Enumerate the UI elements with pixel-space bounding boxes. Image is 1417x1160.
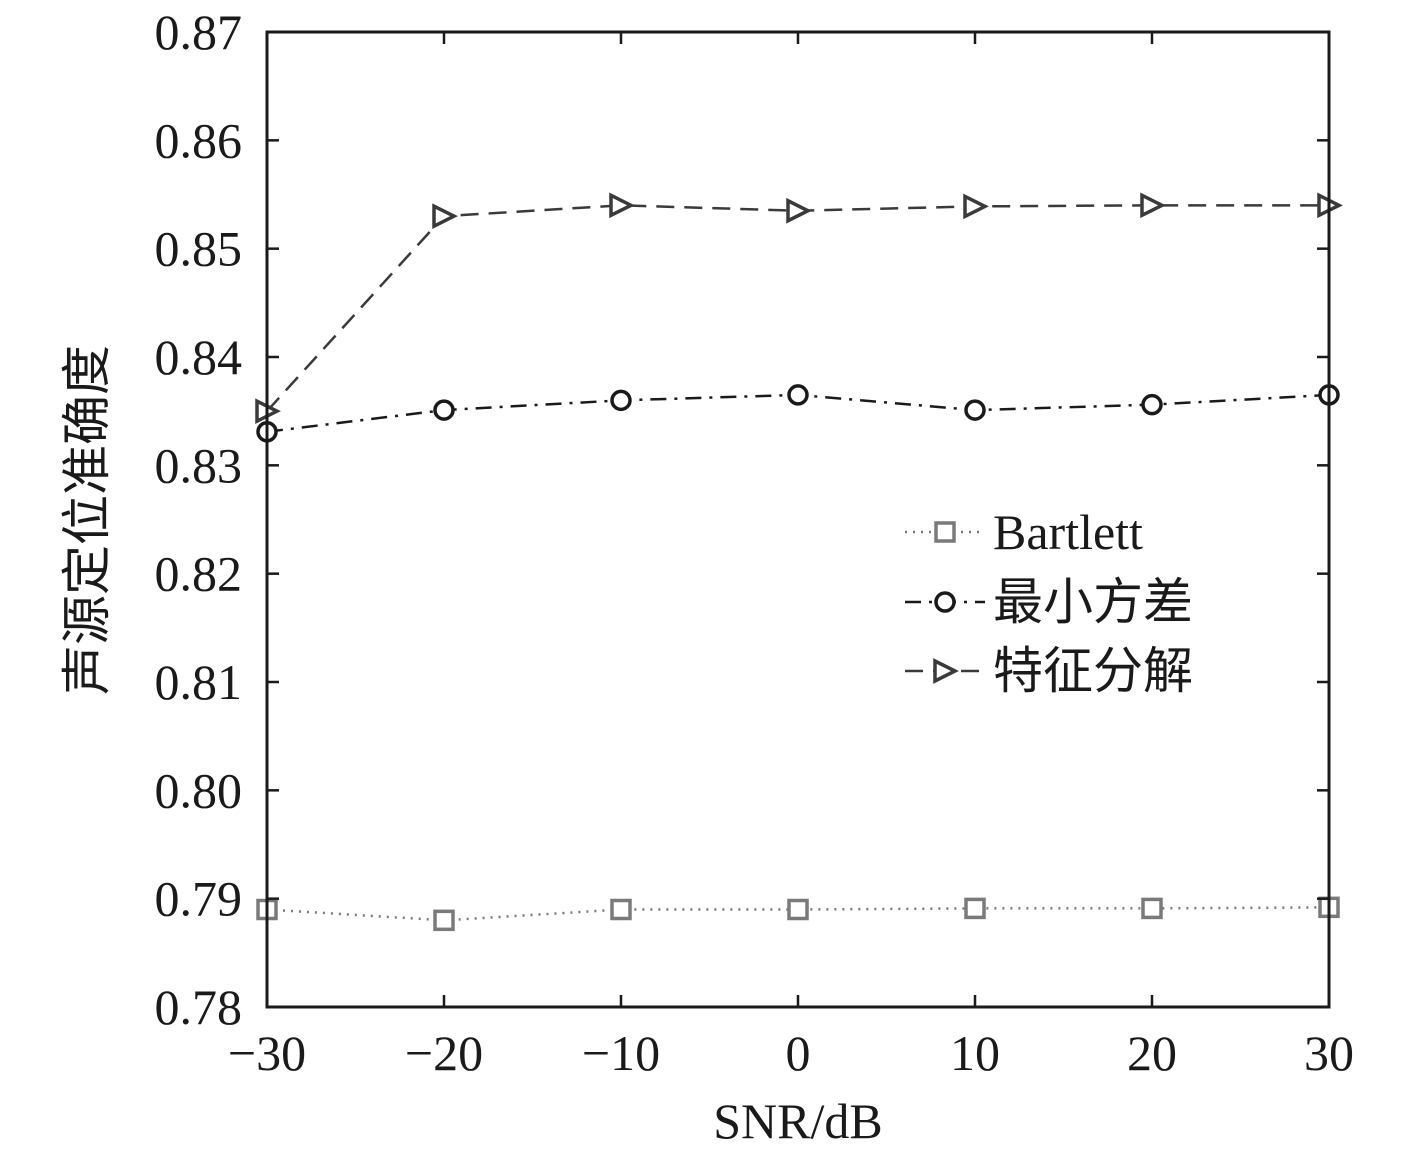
series-2-point xyxy=(786,197,812,224)
series-2-point xyxy=(432,203,458,229)
y-tick-label: 0.83 xyxy=(155,437,243,493)
legend-label-1: 最小方差 xyxy=(993,574,1193,630)
series-2-point xyxy=(609,192,635,219)
plot-area-frame xyxy=(265,30,1331,1009)
y-tick-label: 0.85 xyxy=(155,221,243,277)
series-0-point xyxy=(610,898,632,921)
y-tick-label: 0.79 xyxy=(155,871,243,927)
x-tick-label: −10 xyxy=(582,1025,660,1081)
tick-labels-layer: −30 −20 −10 0 10 20 30 0.78 0.79 0.80 0.81 0.82 0.83… xyxy=(155,4,1355,1081)
x-tick-label: 10 xyxy=(950,1025,1000,1081)
series-0-point xyxy=(433,909,455,932)
x-tick-label: 0 xyxy=(786,1025,811,1081)
legend-marker-2 xyxy=(933,658,959,684)
series-2-point xyxy=(963,193,989,220)
y-tick-label: 0.81 xyxy=(155,654,243,710)
axis-ticks-layer xyxy=(265,30,1331,1009)
y-axis-title: 声源定位准确度 xyxy=(59,345,115,695)
x-axis-title: SNR/dB xyxy=(713,1093,883,1149)
series-2-point xyxy=(1140,192,1166,219)
y-tick-label: 0.84 xyxy=(155,329,243,385)
series-1-point xyxy=(1141,393,1163,416)
series-1-point xyxy=(964,399,986,421)
legend-label-0: Bartlett xyxy=(993,504,1143,560)
series-1-point xyxy=(787,384,809,406)
series-markers-layer xyxy=(255,192,1343,932)
y-tick-label: 0.80 xyxy=(155,762,243,818)
series-0-point xyxy=(787,898,809,921)
series-line-2 xyxy=(266,204,1329,413)
y-tick-label: 0.82 xyxy=(155,546,243,602)
series-0-point xyxy=(964,897,986,920)
y-tick-label: 0.78 xyxy=(155,979,243,1035)
series-1-point xyxy=(610,389,632,412)
series-1-point xyxy=(433,399,455,421)
legend-marker-0 xyxy=(934,521,956,543)
x-tick-label: 30 xyxy=(1304,1025,1354,1081)
y-tick-label: 0.87 xyxy=(155,4,243,60)
x-tick-label: −30 xyxy=(228,1025,306,1081)
series-0-point xyxy=(1141,897,1163,920)
legend-label-2: 特征分解 xyxy=(993,643,1193,699)
x-tick-label: −20 xyxy=(405,1025,483,1081)
y-tick-label: 0.86 xyxy=(155,112,243,168)
legend-marker-1 xyxy=(934,591,956,613)
series-lines-layer xyxy=(266,204,1330,922)
x-tick-label: 20 xyxy=(1127,1025,1177,1081)
